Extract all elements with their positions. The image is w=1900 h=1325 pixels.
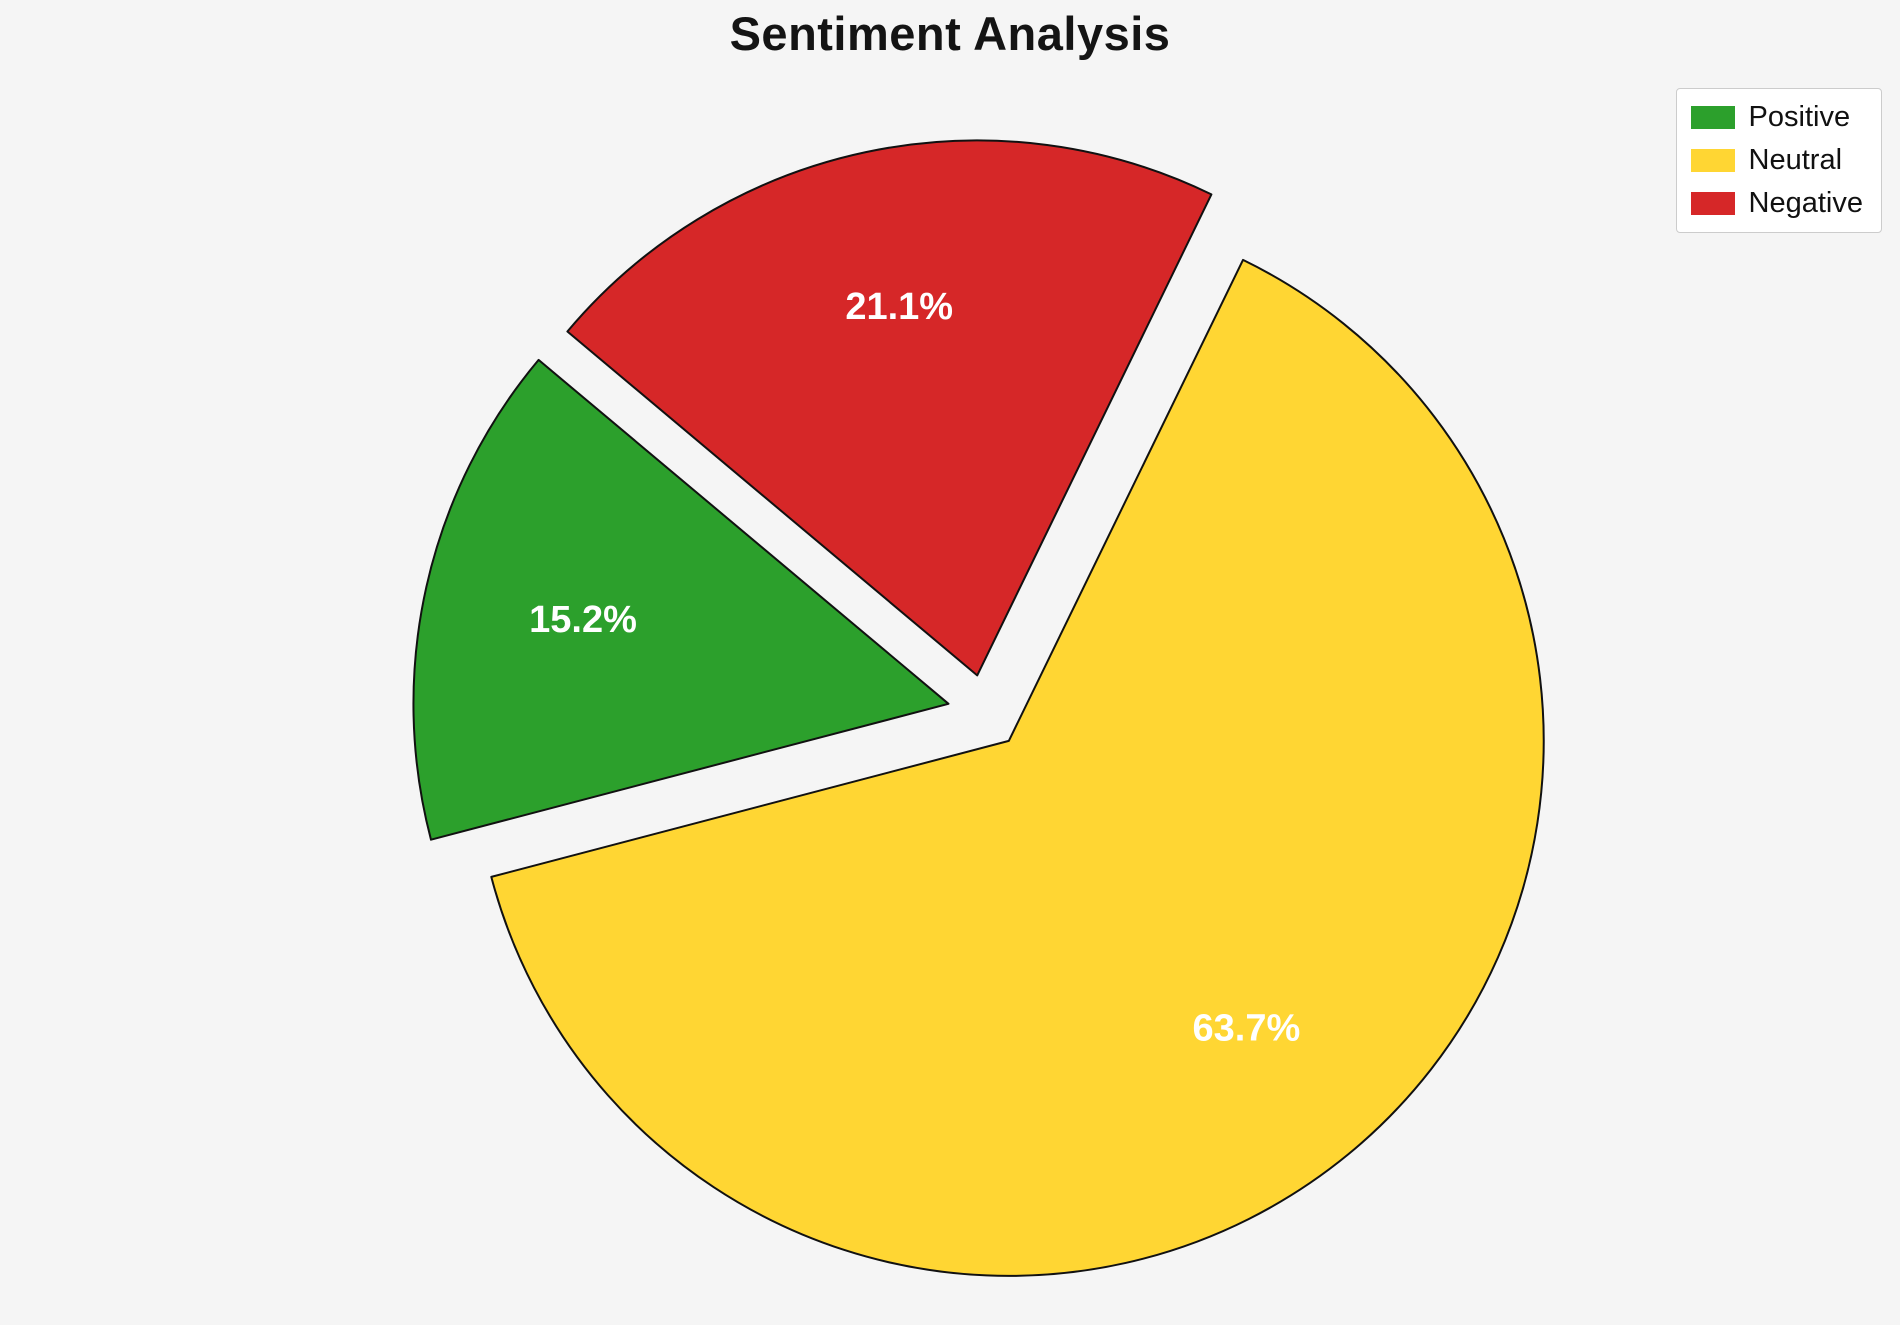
pie-slice-neutral xyxy=(490,258,1545,1277)
legend: Positive Neutral Negative xyxy=(1675,88,1882,233)
pie-slice-pct-label-negative: 21.1% xyxy=(845,286,953,328)
pie-slice-negative xyxy=(566,139,1213,677)
legend-label-positive: Positive xyxy=(1748,101,1851,133)
legend-item-negative: Negative xyxy=(1690,187,1863,220)
pie-slice-positive xyxy=(412,358,950,841)
pie-slice-pct-label-positive: 15.2% xyxy=(529,599,637,641)
legend-label-negative: Negative xyxy=(1748,187,1863,219)
legend-label-neutral: Neutral xyxy=(1748,144,1843,176)
legend-swatch-positive xyxy=(1690,106,1735,129)
legend-swatch-negative xyxy=(1690,192,1735,215)
legend-item-neutral: Neutral xyxy=(1690,144,1863,177)
chart-title: Sentiment Analysis xyxy=(729,7,1171,60)
pie-slice-pct-label-neutral: 63.7% xyxy=(1193,1007,1301,1049)
legend-swatch-neutral xyxy=(1690,149,1735,172)
legend-item-positive: Positive xyxy=(1690,101,1863,134)
